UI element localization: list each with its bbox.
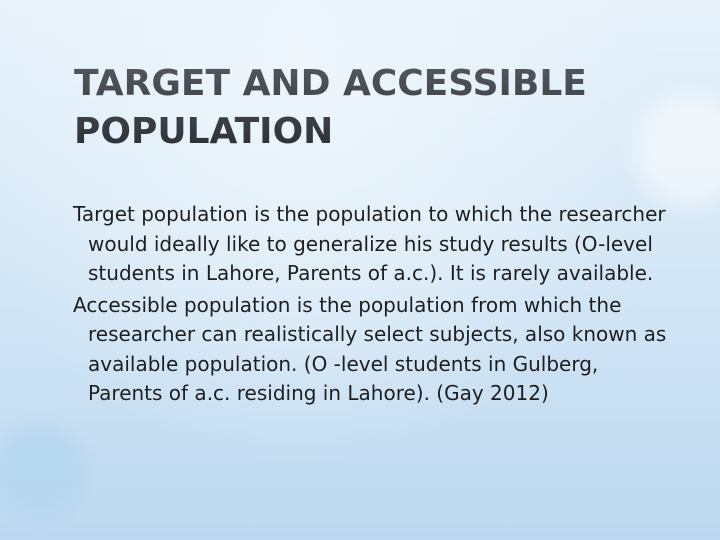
- slide-title-line-2: POPULATION: [74, 111, 334, 152]
- slide-body: Target population is the population to w…: [73, 200, 673, 411]
- term: Target population: [73, 202, 248, 226]
- definition: is the population from which the researc…: [88, 292, 667, 406]
- slide-title-line-1: TARGET AND ACCESSIBLE: [74, 63, 587, 104]
- slide-title: TARGET AND ACCESSIBLE POPULATION: [74, 60, 587, 156]
- definition: is the population to which the researche…: [88, 202, 666, 285]
- term: Accessible population: [73, 292, 291, 317]
- paragraph-accessible-population: Accessible population is the population …: [73, 291, 673, 409]
- paragraph-target-population: Target population is the population to w…: [73, 200, 673, 289]
